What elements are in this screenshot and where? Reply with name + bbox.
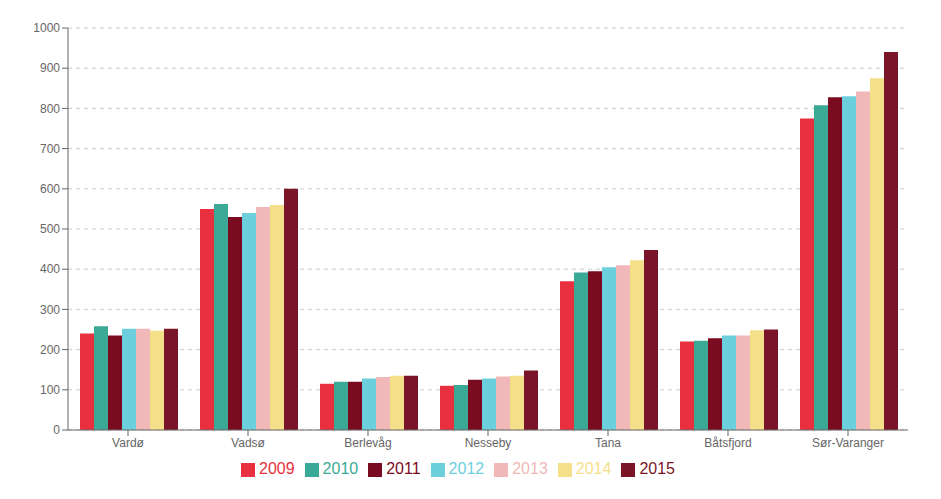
html-text:2010: 2010 xyxy=(322,460,359,477)
svg-text:1000: 1000 xyxy=(33,21,60,35)
svg-text:0: 0 xyxy=(53,423,60,437)
svg-text:Vardø: Vardø xyxy=(112,436,144,450)
svg-text:Båtsfjord: Båtsfjord xyxy=(704,436,751,450)
html-text:2013: 2013 xyxy=(512,460,548,477)
svg-text:300: 300 xyxy=(40,303,60,317)
svg-text:Sør-Varanger: Sør-Varanger xyxy=(812,436,884,450)
html-text:2015: 2015 xyxy=(639,460,675,477)
svg-text:500: 500 xyxy=(40,222,60,236)
svg-text:600: 600 xyxy=(40,182,60,196)
svg-text:700: 700 xyxy=(40,142,60,156)
svg-text:900: 900 xyxy=(40,61,60,75)
svg-text:Berlevåg: Berlevåg xyxy=(344,436,391,450)
html-text:2009: 2009 xyxy=(259,460,295,477)
svg-text:400: 400 xyxy=(40,262,60,276)
svg-text:Nesseby: Nesseby xyxy=(465,436,512,450)
svg-text:Vadsø: Vadsø xyxy=(231,436,265,450)
svg-text:Tana: Tana xyxy=(595,436,621,450)
svg-text:100: 100 xyxy=(40,383,60,397)
html-text:2014: 2014 xyxy=(575,460,612,477)
svg-text:800: 800 xyxy=(40,102,60,116)
html-text:2012: 2012 xyxy=(448,460,485,477)
svg-text:200: 200 xyxy=(40,343,60,357)
html-text:2011: 2011 xyxy=(386,460,421,477)
